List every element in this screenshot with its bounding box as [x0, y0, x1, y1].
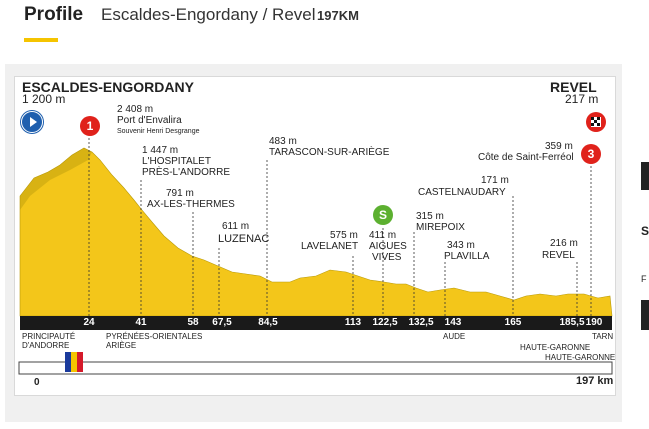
place-altitude: 575 m: [330, 230, 358, 241]
border-label: PYRÉNÉES-ORIENTALES: [106, 332, 203, 341]
border-label: HAUTE-GARONNE: [520, 343, 591, 352]
place-name: REVEL: [542, 250, 575, 261]
border-label: PRINCIPAUTÉ: [22, 332, 76, 341]
place-name: PRÈS-L'ANDORRE: [142, 167, 231, 178]
place-name: LAVELANET: [301, 241, 359, 252]
finish-flag-icon: [586, 112, 606, 132]
km-marker: 143: [444, 317, 462, 328]
km-marker: 67,5: [212, 317, 232, 328]
adjacent-letter: S: [641, 224, 649, 238]
profile-marker-lines: [88, 138, 592, 316]
place-name: VIVES: [372, 252, 402, 263]
place-name: CASTELNAUDARY: [418, 187, 506, 198]
km-marker: 58: [187, 317, 199, 328]
climb-badge-1: 1: [80, 116, 100, 136]
km-marker: 41: [135, 317, 147, 328]
adjacent-panel-edge: S F: [641, 140, 649, 360]
climb-1-note: Souvenir Henri Desgrange: [117, 128, 200, 135]
place-altitude: 216 m: [550, 238, 578, 249]
climb-3-name: Côte de Saint-Ferréol: [478, 152, 574, 163]
place-altitude: 315 m: [416, 211, 444, 222]
page-title: Profile: [24, 4, 84, 25]
climb-badge-3: 3: [581, 144, 601, 164]
title-underline: [24, 38, 58, 42]
finish-town-name: REVEL: [550, 79, 597, 95]
stage-route: Escaldes-Engordany / Revel: [101, 5, 316, 24]
start-arrow-icon: [21, 111, 43, 133]
place-name: TARASCON-SUR-ARIÈGE: [269, 147, 390, 158]
adjacent-dark-block-2: [641, 300, 649, 330]
scale-start: 0: [34, 377, 40, 388]
adjacent-dark-block: [641, 162, 649, 190]
place-altitude: 171 m: [481, 175, 509, 186]
scale-end: 197 km: [576, 375, 614, 387]
km-marker: 190: [585, 317, 603, 328]
scale-bracket: [18, 361, 613, 375]
climb-3-altitude: 359 m: [545, 141, 573, 152]
finish-altitude: 217 m: [565, 92, 599, 106]
place-name: LUZENAC: [218, 233, 270, 245]
adjacent-letter-small: F: [641, 274, 647, 284]
km-marker: 132,5: [408, 317, 434, 328]
place-altitude: 411 m: [369, 230, 397, 241]
climb-1-altitude: 2 408 m: [117, 104, 154, 115]
place-name: AIGUES: [369, 241, 407, 252]
place-altitude: 791 m: [166, 188, 194, 199]
elevation-area: [19, 147, 613, 317]
start-town-name: ESCALDES-ENGORDANY: [22, 79, 194, 95]
place-altitude: 483 m: [269, 136, 297, 147]
place-name: AX-LES-THERMES: [147, 199, 235, 210]
border-label: D'ANDORRE: [22, 341, 70, 350]
place-name: L'HOSPITALET: [142, 156, 211, 167]
border-label: ARIÈGE: [106, 341, 137, 350]
sprint-badge: S: [373, 205, 393, 225]
place-altitude: 1 447 m: [142, 145, 179, 156]
place-name: MIREPOIX: [416, 222, 465, 233]
place-altitude: 611 m: [222, 221, 250, 232]
km-marker: 122,5: [372, 317, 398, 328]
elevation-shade: [20, 148, 92, 210]
border-label: AUDE: [443, 332, 466, 341]
km-marker: 84,5: [258, 317, 278, 328]
border-label: TARN: [592, 332, 614, 341]
km-marker: 113: [344, 317, 362, 328]
page-header: Profile Escaldes-Engordany / Revel 197KM: [0, 0, 649, 64]
climb-1-name: Port d'Envalira: [117, 115, 182, 126]
km-bar: [20, 316, 612, 330]
border-label: HAUTE-GARONNE: [545, 353, 616, 362]
km-marker: 185,5: [559, 317, 585, 328]
place-name: PLAVILLA: [444, 251, 490, 262]
km-marker: 165: [504, 317, 522, 328]
start-altitude: 1 200 m: [22, 92, 66, 106]
place-altitude: 343 m: [447, 240, 475, 251]
andorra-flag-icon: [65, 352, 83, 372]
stage-distance: 197KM: [317, 8, 359, 23]
km-marker: 24: [83, 317, 95, 328]
